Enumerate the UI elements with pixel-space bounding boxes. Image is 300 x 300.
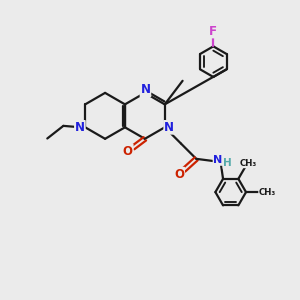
Text: N: N — [213, 155, 223, 165]
Text: CH₃: CH₃ — [259, 188, 276, 196]
Text: O: O — [123, 145, 133, 158]
Text: F: F — [209, 25, 217, 38]
Text: N: N — [75, 121, 85, 134]
Text: O: O — [174, 168, 184, 181]
Text: CH₃: CH₃ — [239, 159, 256, 168]
Text: N: N — [164, 121, 174, 134]
Text: H: H — [224, 158, 232, 168]
Text: N: N — [140, 83, 151, 96]
